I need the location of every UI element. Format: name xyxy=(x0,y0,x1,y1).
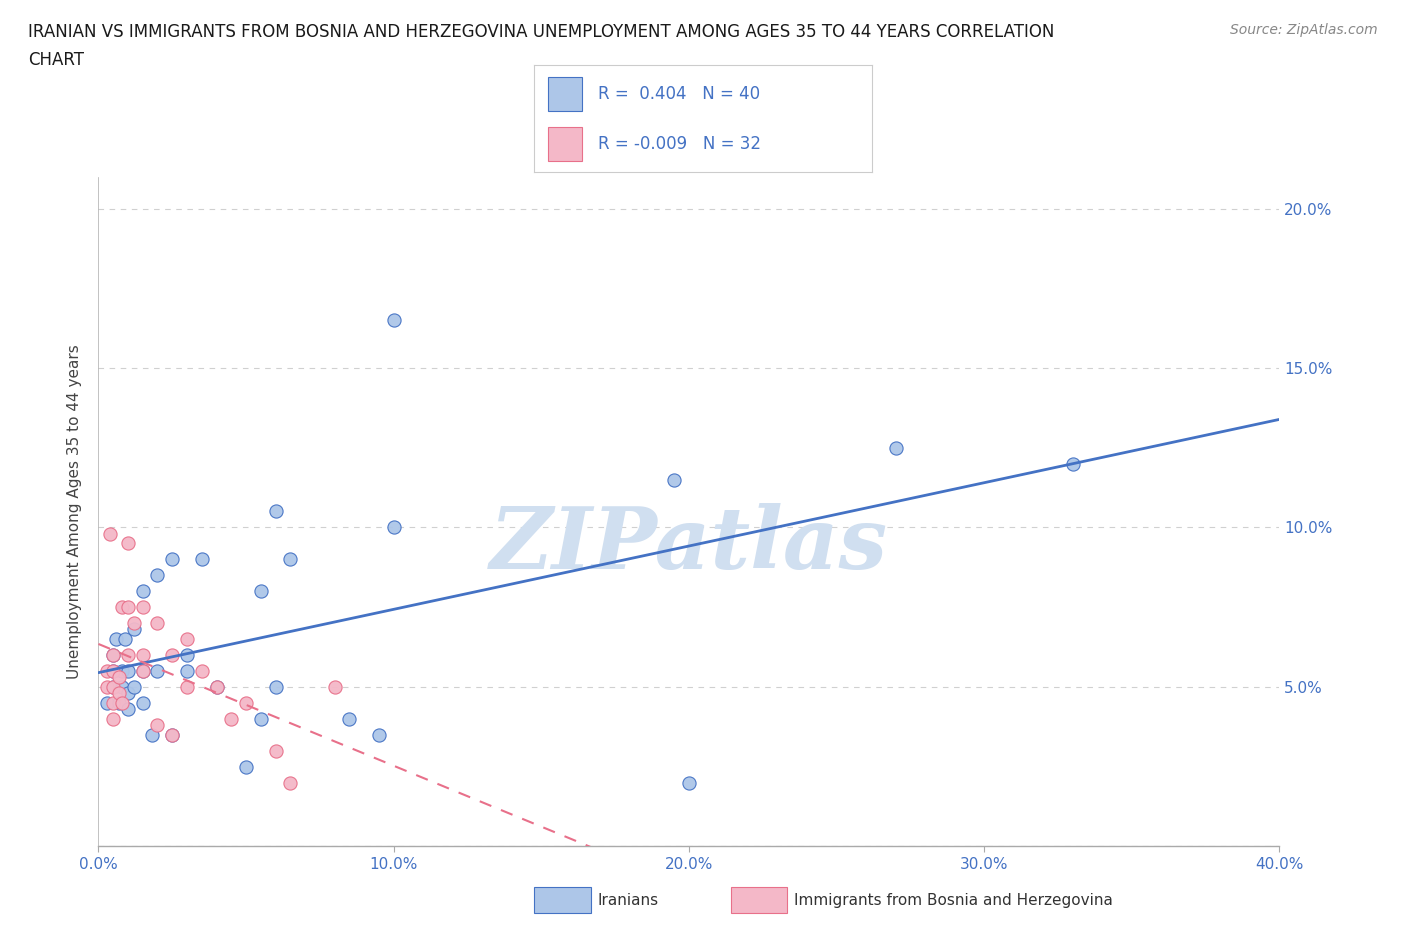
Point xyxy=(191,551,214,566)
Point xyxy=(323,680,346,695)
Point xyxy=(162,727,183,742)
Text: R =  0.404   N = 40: R = 0.404 N = 40 xyxy=(599,85,761,103)
Point xyxy=(111,680,134,695)
Point xyxy=(264,680,287,695)
Point xyxy=(235,696,257,711)
Y-axis label: Unemployment Among Ages 35 to 44 years: Unemployment Among Ages 35 to 44 years xyxy=(67,344,83,679)
Point xyxy=(98,526,121,541)
Point xyxy=(105,631,128,646)
Point xyxy=(205,680,228,695)
Point xyxy=(122,680,145,695)
Point xyxy=(103,680,125,695)
Point xyxy=(96,696,118,711)
Point xyxy=(382,312,405,327)
Point xyxy=(132,663,155,678)
Point xyxy=(176,663,198,678)
Point xyxy=(132,696,155,711)
Point xyxy=(103,647,125,662)
Point xyxy=(278,551,302,566)
Text: IRANIAN VS IMMIGRANTS FROM BOSNIA AND HERZEGOVINA UNEMPLOYMENT AMONG AGES 35 TO : IRANIAN VS IMMIGRANTS FROM BOSNIA AND HE… xyxy=(28,23,1054,41)
Point xyxy=(117,663,139,678)
Point xyxy=(176,647,198,662)
Point xyxy=(235,759,257,774)
Point xyxy=(117,685,139,700)
Point xyxy=(111,696,134,711)
Point xyxy=(205,680,228,695)
Point xyxy=(117,600,139,615)
Point xyxy=(132,600,155,615)
Point xyxy=(146,718,169,733)
FancyBboxPatch shape xyxy=(548,127,582,162)
Point xyxy=(176,680,198,695)
Point xyxy=(162,647,183,662)
Point xyxy=(132,647,155,662)
Point xyxy=(132,584,155,599)
Text: R = -0.009   N = 32: R = -0.009 N = 32 xyxy=(599,135,762,153)
Point xyxy=(117,647,139,662)
Text: ZIPatlas: ZIPatlas xyxy=(489,503,889,587)
Point xyxy=(103,711,125,726)
Point xyxy=(278,775,302,790)
Point xyxy=(382,520,405,535)
Point xyxy=(678,775,700,790)
Point xyxy=(122,622,145,637)
Text: Immigrants from Bosnia and Herzegovina: Immigrants from Bosnia and Herzegovina xyxy=(794,893,1114,908)
Point xyxy=(111,663,134,678)
Point xyxy=(96,663,118,678)
Point xyxy=(141,727,163,742)
Point xyxy=(368,727,391,742)
Point xyxy=(250,584,273,599)
Point xyxy=(264,743,287,758)
Point xyxy=(146,663,169,678)
Text: Iranians: Iranians xyxy=(598,893,658,908)
Point xyxy=(339,711,360,726)
Point xyxy=(191,663,214,678)
Point xyxy=(132,663,155,678)
Text: CHART: CHART xyxy=(28,51,84,69)
Point xyxy=(111,600,134,615)
Point xyxy=(884,440,907,455)
Point xyxy=(162,551,183,566)
Point xyxy=(108,670,131,684)
Point xyxy=(103,696,125,711)
Point xyxy=(96,680,118,695)
Point xyxy=(108,685,131,700)
Point xyxy=(117,702,139,717)
Point xyxy=(162,727,183,742)
Point xyxy=(103,663,125,678)
Point xyxy=(1062,457,1084,472)
Point xyxy=(250,711,273,726)
FancyBboxPatch shape xyxy=(548,77,582,111)
Point xyxy=(103,663,125,678)
Point xyxy=(108,696,131,711)
Point xyxy=(117,536,139,551)
Point xyxy=(103,647,125,662)
Point xyxy=(221,711,243,726)
Point xyxy=(146,568,169,583)
Point xyxy=(103,680,125,695)
Point xyxy=(176,631,198,646)
Point xyxy=(114,631,136,646)
Text: Source: ZipAtlas.com: Source: ZipAtlas.com xyxy=(1230,23,1378,37)
Point xyxy=(664,472,686,487)
Point xyxy=(122,616,145,631)
Point xyxy=(264,504,287,519)
Point xyxy=(146,616,169,631)
